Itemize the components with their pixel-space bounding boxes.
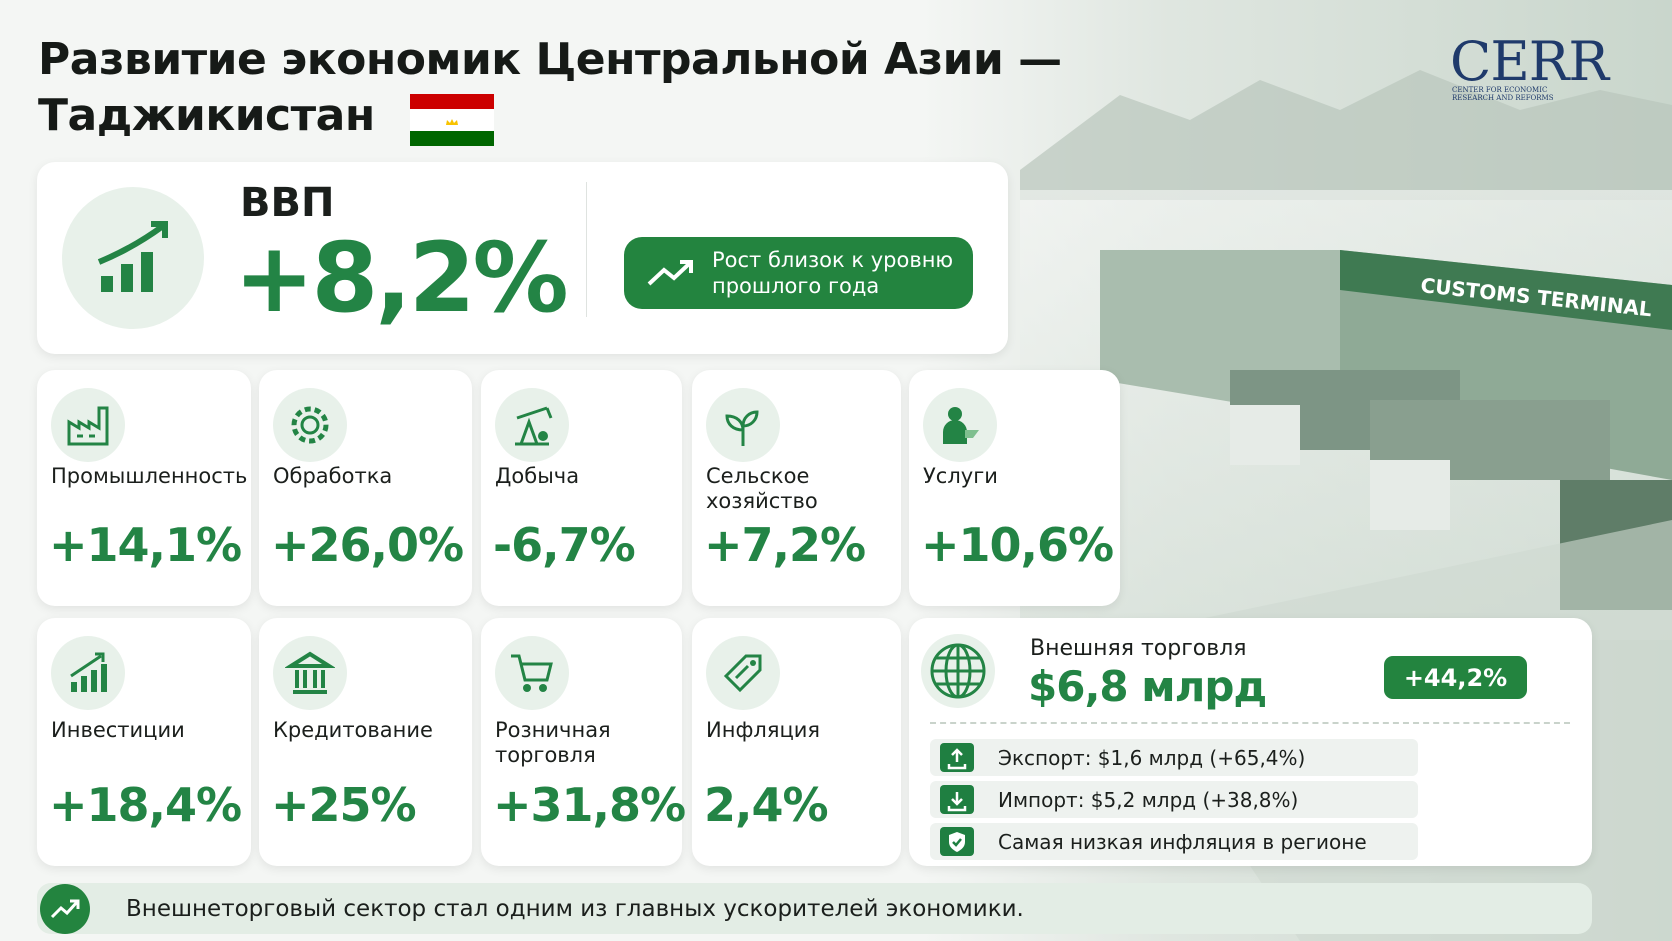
sector-label-line: Инвестиции bbox=[51, 718, 185, 742]
sector-card: Обработка +26,0% bbox=[259, 370, 472, 606]
trade-value: $6,8 млрд bbox=[1028, 662, 1267, 711]
sector-icon bbox=[706, 636, 780, 710]
icon-glyph bbox=[285, 651, 335, 694]
sector-label: Сельское хозяйство bbox=[706, 464, 818, 514]
sector-icon bbox=[923, 388, 997, 462]
sector-label-line: Сельское bbox=[706, 464, 810, 488]
sector-value: -6,7% bbox=[493, 518, 636, 572]
icon-glyph bbox=[511, 654, 553, 692]
sector-label-line: Розничная bbox=[495, 718, 611, 742]
sector-card: Сельское хозяйство +7,2% bbox=[692, 370, 901, 606]
icon-glyph bbox=[943, 407, 979, 444]
trade-item-text: Импорт: $5,2 млрд (+38,8%) bbox=[998, 787, 1299, 812]
gdp-note-line: прошлого года bbox=[712, 274, 880, 298]
sector-icon bbox=[706, 388, 780, 462]
gdp-value: +8,2% bbox=[234, 222, 569, 334]
icon-glyph bbox=[67, 406, 109, 446]
icon-glyph bbox=[947, 791, 967, 811]
trade-item-icon bbox=[940, 827, 974, 856]
trade-item: Экспорт: $1,6 млрд (+65,4%) bbox=[930, 739, 1418, 776]
sector-card: Кредитование +25% bbox=[259, 618, 472, 866]
gdp-label: ВВП bbox=[240, 180, 335, 226]
logo-sub: CENTER FOR ECONOMIC RESEARCH AND REFORMS bbox=[1452, 86, 1554, 102]
separator bbox=[930, 722, 1570, 724]
sector-icon bbox=[51, 388, 125, 462]
divider bbox=[586, 182, 587, 317]
logo: CERR bbox=[1450, 30, 1609, 93]
sector-label: Инфляция bbox=[706, 718, 820, 743]
trade-item-icon bbox=[940, 785, 974, 814]
sector-icon bbox=[273, 388, 347, 462]
icon-glyph bbox=[725, 410, 759, 446]
sector-label: Услуги bbox=[923, 464, 998, 489]
sector-card: Промышленность +14,1% bbox=[37, 370, 251, 606]
sector-label-line: Инфляция bbox=[706, 718, 821, 742]
sector-label: Промышленность bbox=[51, 464, 247, 489]
title-line: Развитие экономик Центральной Азии — bbox=[38, 34, 1062, 85]
sector-label-line: Услуги bbox=[923, 464, 998, 488]
trade-title: Внешняя торговля bbox=[1030, 636, 1247, 661]
sector-card: Добыча -6,7% bbox=[481, 370, 682, 606]
sector-icon bbox=[273, 636, 347, 710]
gdp-note: Рост близок к уровню прошлого года bbox=[624, 237, 973, 309]
sector-icon bbox=[495, 636, 569, 710]
sector-card: Инвестиции +18,4% bbox=[37, 618, 251, 866]
sector-label: Добыча bbox=[495, 464, 579, 489]
sector-value: +14,1% bbox=[49, 518, 242, 572]
sector-icon bbox=[495, 388, 569, 462]
sector-card: Услуги +10,6% bbox=[909, 370, 1120, 606]
icon-glyph bbox=[70, 652, 107, 692]
sector-label-line: Добыча bbox=[495, 464, 580, 488]
trade-icon bbox=[921, 634, 995, 708]
sector-value: +25% bbox=[271, 778, 417, 832]
footer-icon bbox=[40, 883, 90, 934]
icon-glyph bbox=[723, 654, 762, 693]
icon-glyph bbox=[947, 747, 967, 769]
sector-label: Инвестиции bbox=[51, 718, 185, 743]
sector-value: +26,0% bbox=[271, 518, 464, 572]
sector-label-line: Обработка bbox=[273, 464, 393, 488]
trade-growth: +44,2% bbox=[1384, 656, 1527, 699]
sector-label-line: Промышленность bbox=[51, 464, 248, 488]
sector-value: +31,8% bbox=[493, 778, 686, 832]
trade-item: Самая низкая инфляция в регионе bbox=[930, 823, 1418, 860]
icon-glyph bbox=[515, 406, 553, 446]
logo-sub-line: RESEARCH AND REFORMS bbox=[1452, 94, 1554, 102]
trade-item-text: Самая низкая инфляция в регионе bbox=[998, 829, 1367, 854]
sector-card: Инфляция 2,4% bbox=[692, 618, 901, 866]
icon-glyph bbox=[949, 831, 965, 852]
gdp-icon bbox=[62, 187, 204, 329]
flag bbox=[410, 94, 494, 146]
sector-label: Обработка bbox=[273, 464, 392, 489]
sector-card: Розничная торговля +31,8% bbox=[481, 618, 686, 866]
trade-item-text: Экспорт: $1,6 млрд (+65,4%) bbox=[998, 745, 1306, 770]
icon-glyph bbox=[291, 406, 329, 444]
sector-icon bbox=[51, 636, 125, 710]
sector-label: Розничная торговля bbox=[495, 718, 611, 768]
trade-item-icon bbox=[940, 743, 974, 772]
gdp-card: ВВП +8,2% Рост близок к уровню прошлого г… bbox=[37, 162, 1008, 354]
footer-text: Внешнеторговый сектор стал одним из глав… bbox=[126, 895, 1024, 922]
sector-label-line: торговля bbox=[495, 743, 596, 767]
gdp-note-line: Рост близок к уровню bbox=[712, 248, 954, 272]
title-line: Таджикистан bbox=[38, 90, 375, 141]
sector-value: +18,4% bbox=[49, 778, 242, 832]
footer: Внешнеторговый сектор стал одним из глав… bbox=[37, 883, 1592, 934]
sector-value: +7,2% bbox=[704, 518, 866, 572]
trade-item: Импорт: $5,2 млрд (+38,8%) bbox=[930, 781, 1418, 818]
sector-label-line: хозяйство bbox=[706, 489, 818, 513]
sector-value: 2,4% bbox=[704, 778, 829, 832]
sector-value: +10,6% bbox=[921, 518, 1114, 572]
sector-label: Кредитование bbox=[273, 718, 433, 743]
logo-sub-line: CENTER FOR ECONOMIC bbox=[1452, 86, 1548, 94]
sector-label-line: Кредитование bbox=[273, 718, 433, 742]
